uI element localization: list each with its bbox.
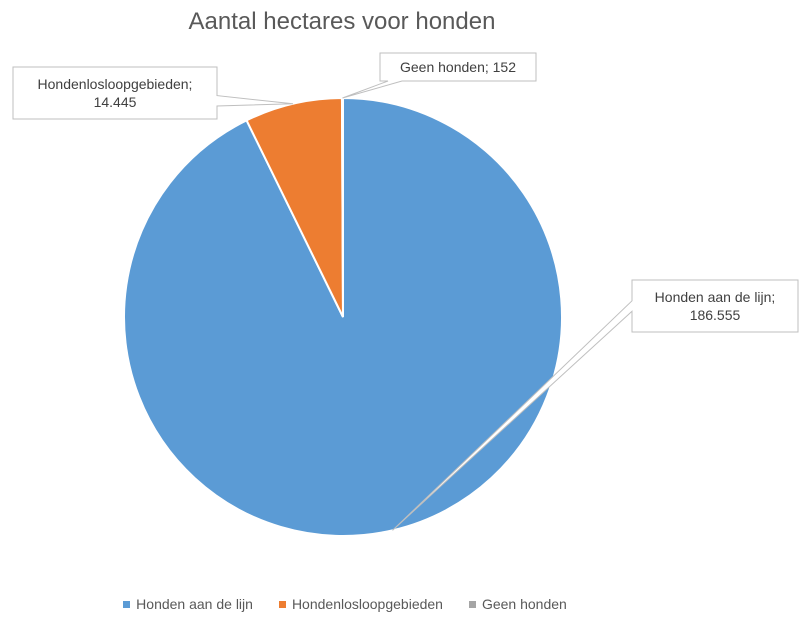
callout-box <box>342 52 537 99</box>
legend-swatch-geen-honden <box>468 600 476 608</box>
chart-title: Aantal hectares voor honden <box>188 8 496 35</box>
callout-box <box>392 279 799 531</box>
data-label-text: 14.445 <box>94 94 137 110</box>
legend: Honden aan de lijn Hondenlosloopgebieden… <box>0 596 690 612</box>
data-label-text: Honden aan de lijn; <box>655 289 776 305</box>
data-label-text: Hondenlosloopgebieden; <box>38 76 193 92</box>
legend-item: Geen honden <box>468 596 567 612</box>
pie-slice-geen-honden <box>340 96 344 318</box>
legend-label: Honden aan de lijn <box>136 596 253 612</box>
legend-item: Honden aan de lijn <box>123 596 253 612</box>
legend-item: Hondenlosloopgebieden <box>278 596 443 612</box>
data-label-text: 186.555 <box>690 307 741 323</box>
legend-swatch-hondenlosloopgebieden <box>278 600 286 608</box>
legend-label: Geen honden <box>481 596 567 612</box>
data-label-hondenlosloopgebieden: Hondenlosloopgebieden; 14.445 <box>12 66 294 120</box>
legend-swatch-honden-aan-de-lijn <box>123 600 131 608</box>
data-label-text: Geen honden; 152 <box>400 59 516 75</box>
callout-box <box>12 66 294 120</box>
data-label-geen-honden: Geen honden; 152 <box>342 52 537 99</box>
data-label-honden-aan-de-lijn: Honden aan de lijn; 186.555 <box>392 279 799 531</box>
legend-label: Hondenlosloopgebieden <box>291 596 443 612</box>
